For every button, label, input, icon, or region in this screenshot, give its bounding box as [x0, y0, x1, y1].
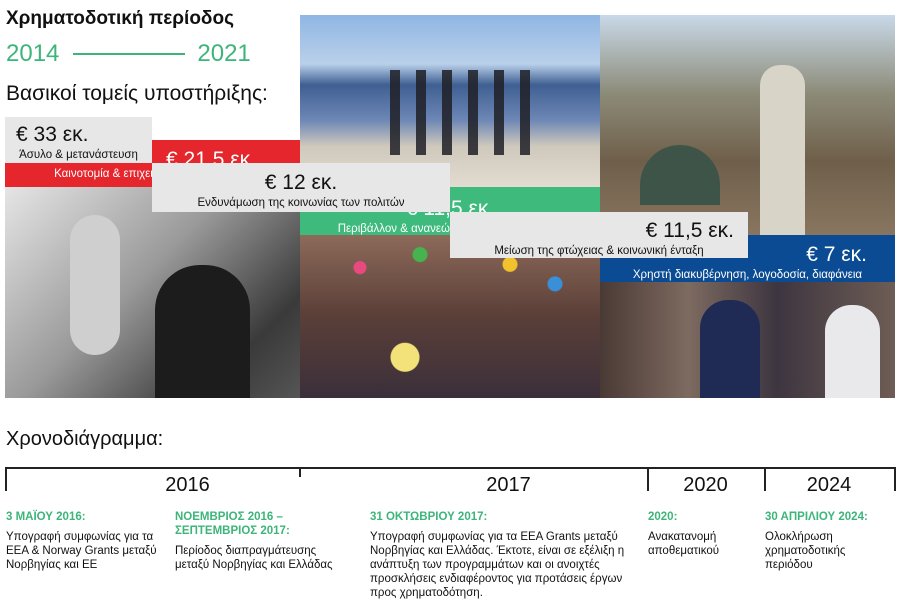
event-date: 2020: [648, 511, 678, 523]
event-text: Υπογραφή συμφωνίας για τα EEA Grants μετ… [370, 531, 625, 599]
sector-amount: € 12 εκ. [264, 171, 338, 194]
timeline-event: ΝΟΕΜΒΡΙΟΣ 2016 – ΣΕΠΤΕΜΒΡΙΟΣ 2017: Περίο… [175, 510, 350, 572]
event-date: ΝΟΕΜΒΡΙΟΣ 2016 – ΣΕΠΤΕΜΒΡΙΟΣ 2017: [175, 511, 290, 537]
timeline-year: 2016 [165, 474, 210, 496]
timeline-line [5, 467, 896, 469]
timeline-year: 2020 [683, 474, 728, 496]
period-line [73, 53, 186, 55]
event-date: 3 ΜΑΪΟΥ 2016: [6, 511, 86, 523]
funding-period: 2014 2021 [6, 40, 251, 68]
sector-amount: € 7 εκ. [806, 243, 867, 266]
timeline-year: 2017 [486, 474, 531, 496]
photo-refugee-camp [600, 15, 895, 240]
timeline-tick [894, 467, 896, 491]
timeline-tick [647, 467, 649, 491]
timeline-event: 2020: Ανακατανομή αποθεματικού [648, 510, 748, 558]
event-text: Ολοκλήρωση χρηματοδοτικής περιόδου [765, 531, 846, 571]
sector-label: Ενδυνάμωση της κοινωνίας των πολιτών [197, 197, 405, 209]
event-date: 31 ΟΚΤΩΒΡΙΟΥ 2017: [370, 511, 488, 523]
sector-asylum: € 33 εκ. Άσυλο & μετανάστευση [5, 117, 152, 163]
year-end: 2021 [197, 40, 251, 67]
timeline-event: 31 ΟΚΤΩΒΡΙΟΥ 2017: Υπογραφή συμφωνίας γι… [370, 510, 630, 600]
sector-amount: € 11,5 εκ. [645, 219, 734, 242]
sector-label: Χρηστή διακυβέρνηση, λογοδοσία, διαφάνει… [632, 269, 863, 281]
photo-child-and-father [5, 185, 300, 398]
event-date: 30 ΑΠΡΙΛΙΟΥ 2024: [765, 511, 868, 523]
timeline-year: 2024 [806, 474, 852, 496]
page-title: Χρηματοδοτική περίοδος [6, 8, 234, 29]
photo-crowd-balloons [300, 235, 600, 398]
timeline-title: Χρονοδιάγραμμα: [6, 428, 164, 450]
photo-children [600, 280, 895, 398]
timeline-event: 3 ΜΑΪΟΥ 2016: Υπογραφή συμφωνίας για τα … [6, 510, 166, 572]
year-start: 2014 [6, 40, 60, 67]
timeline-tick [299, 467, 301, 477]
sector-civil-society: € 12 εκ. Ενδυνάμωση της κοινωνίας των πο… [152, 163, 450, 212]
timeline-tick [764, 467, 766, 491]
photo-solar-panels [300, 15, 600, 190]
event-text: Ανακατανομή αποθεματικού [648, 531, 720, 557]
timeline-event: 30 ΑΠΡΙΛΙΟΥ 2024: Ολοκλήρωση χρηματοδοτι… [765, 510, 885, 572]
sectors-heading: Βασικοί τομείς υποστήριξης: [6, 82, 268, 105]
event-text: Υπογραφή συμφωνίας για τα EEA & Norway G… [6, 531, 157, 571]
sector-label: Άσυλο & μετανάστευση [19, 149, 138, 161]
sector-label: Περιβάλλον & ανανεώσιμες πηγές ενέργειας [337, 223, 562, 235]
sector-poverty: € 11,5 εκ. Μείωση της φτώχειας & κοινωνι… [450, 212, 748, 258]
sector-amount: € 33 εκ. [16, 123, 89, 146]
event-text: Περίοδος διαπραγμάτευσης μεταξύ Νορβηγία… [175, 545, 333, 571]
sector-label: Μείωση της φτώχειας & κοινωνική ένταξη [494, 245, 704, 257]
timeline-tick [5, 467, 7, 491]
